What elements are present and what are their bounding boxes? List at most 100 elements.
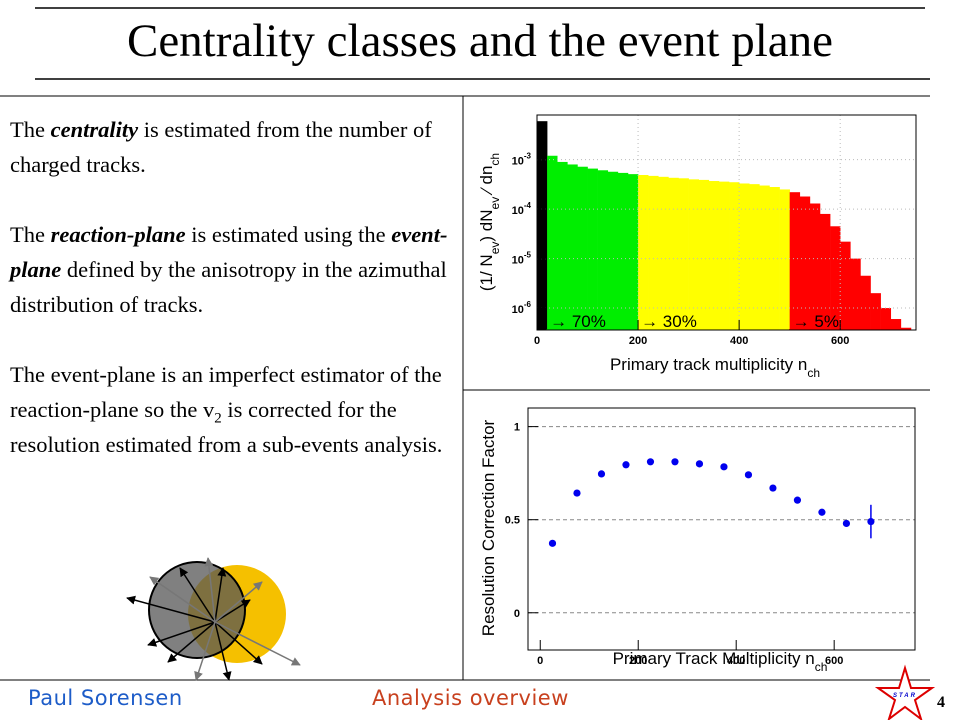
text-run: defined by the anisotropy in the azimuth…	[10, 257, 447, 317]
data-point	[622, 461, 630, 469]
x-tick-label: 400	[730, 335, 748, 347]
data-point	[793, 496, 802, 504]
text-run: is corrected for the resolution estimate…	[10, 397, 443, 457]
data-point	[597, 470, 606, 478]
data-point	[720, 463, 728, 471]
y-tick-label: 10-6	[512, 300, 532, 316]
paragraph: The event-plane is an imperfect estimato…	[10, 357, 462, 462]
data-point	[867, 517, 875, 526]
tick-power: -4	[524, 201, 532, 210]
axis-title-part: Primary Track Multiplicity n	[613, 649, 815, 668]
histogram-bar	[617, 172, 629, 330]
data-point	[695, 460, 704, 468]
text-run: is estimated from the number of charged …	[10, 117, 432, 177]
histogram-bar	[759, 185, 770, 330]
histogram-bar	[729, 182, 740, 330]
x-tick-label: 200	[629, 655, 647, 667]
histogram-bar	[658, 176, 669, 330]
histogram-bar	[537, 121, 548, 331]
tick-base: 10	[512, 255, 524, 267]
y-tick-label: 0	[514, 608, 520, 620]
axis-title: Resolution Correction Factor	[479, 419, 498, 636]
data-point	[548, 539, 557, 547]
y-tick-label: 10-5	[512, 251, 532, 267]
text-run: The	[10, 222, 51, 247]
data-point	[744, 471, 753, 479]
x-tick-label: 0	[534, 335, 540, 347]
tick-base: 10	[512, 304, 524, 316]
axis-title-part: ev	[488, 242, 502, 255]
histogram-bar	[557, 161, 568, 330]
axis-title-part: ch	[488, 153, 502, 166]
plot-frame	[527, 407, 916, 651]
histogram-bar	[678, 178, 689, 330]
paragraph: The reaction-plane is estimated using th…	[10, 217, 462, 322]
histogram-bar	[718, 181, 730, 330]
data-point	[671, 458, 679, 466]
histogram-bar	[860, 275, 871, 330]
histogram-bar	[708, 181, 720, 330]
histogram-bar	[819, 213, 831, 330]
text-run: is estimated using the	[185, 222, 392, 247]
x-tick-label: 200	[629, 335, 647, 347]
axis-title-part: (1/ N	[477, 254, 496, 291]
region-label: → 5%	[793, 312, 839, 331]
text-run: reaction-plane	[50, 222, 186, 247]
axis-title: (1/ Nev) dNev ⁄ dnch	[477, 153, 502, 291]
histogram-bar	[638, 174, 649, 330]
data-point	[818, 508, 826, 516]
star-logo: STAR	[874, 664, 936, 720]
author: Paul Sorensen	[28, 686, 183, 710]
region-label: → 30%	[641, 312, 697, 331]
axis-title: Primary Track Multiplicity nch	[613, 649, 828, 674]
text-run: The	[10, 117, 51, 142]
histogram-bar	[870, 293, 881, 330]
axis-title-part: ⁄ dn	[477, 166, 496, 197]
axis-title-part: Resolution Correction Factor	[479, 419, 498, 636]
paragraph: The centrality is estimated from the num…	[10, 112, 462, 182]
slide-title: Centrality classes and the event plane	[126, 15, 834, 67]
x-tick-label: 400	[727, 655, 745, 667]
x-tick-label: 600	[825, 655, 843, 667]
logo-text: STAR	[893, 693, 917, 699]
histogram-bar	[597, 170, 609, 330]
histogram-bar	[607, 171, 619, 330]
histogram-bar	[648, 175, 659, 330]
text-run: event-plane	[10, 222, 448, 282]
collision-diagram	[126, 557, 301, 681]
histogram-bar	[890, 319, 902, 330]
tick-power: -5	[524, 251, 532, 260]
histogram-bar	[587, 168, 598, 330]
tick-power: -3	[524, 152, 532, 161]
histogram-bar	[789, 192, 801, 330]
tick-base: 10	[512, 205, 524, 217]
y-tick-label: 10-4	[512, 201, 532, 217]
y-tick-label: 0.5	[505, 515, 520, 527]
histogram-bar	[627, 174, 639, 330]
tick-power: -6	[524, 300, 532, 309]
tick-base: 10	[512, 156, 524, 168]
text-run: 2	[214, 410, 222, 427]
histogram-bar	[698, 179, 710, 330]
axis-title-part: ch	[807, 366, 820, 380]
text-run: The event-plane is an imperfect estimato…	[10, 362, 442, 422]
axis-title-part: Primary track multiplicity n	[610, 355, 807, 374]
y-tick-label: 10-3	[512, 152, 532, 168]
histogram-bar	[850, 258, 861, 330]
data-point	[769, 484, 777, 492]
histogram-bar	[739, 183, 750, 330]
histogram-bar	[567, 164, 578, 330]
topic: Analysis overview	[372, 686, 569, 710]
histogram-bar	[577, 166, 588, 330]
x-tick-label: 600	[831, 335, 849, 347]
y-tick-label: 1	[514, 422, 520, 434]
axis-title-part: ) dN	[477, 209, 496, 241]
x-tick-label: 0	[537, 655, 543, 667]
histogram-bar	[809, 203, 821, 330]
region-label: → 70%	[550, 312, 606, 331]
axis-title-part: ev	[488, 197, 502, 210]
histogram-bar	[840, 241, 851, 330]
histogram-bar	[749, 184, 760, 330]
